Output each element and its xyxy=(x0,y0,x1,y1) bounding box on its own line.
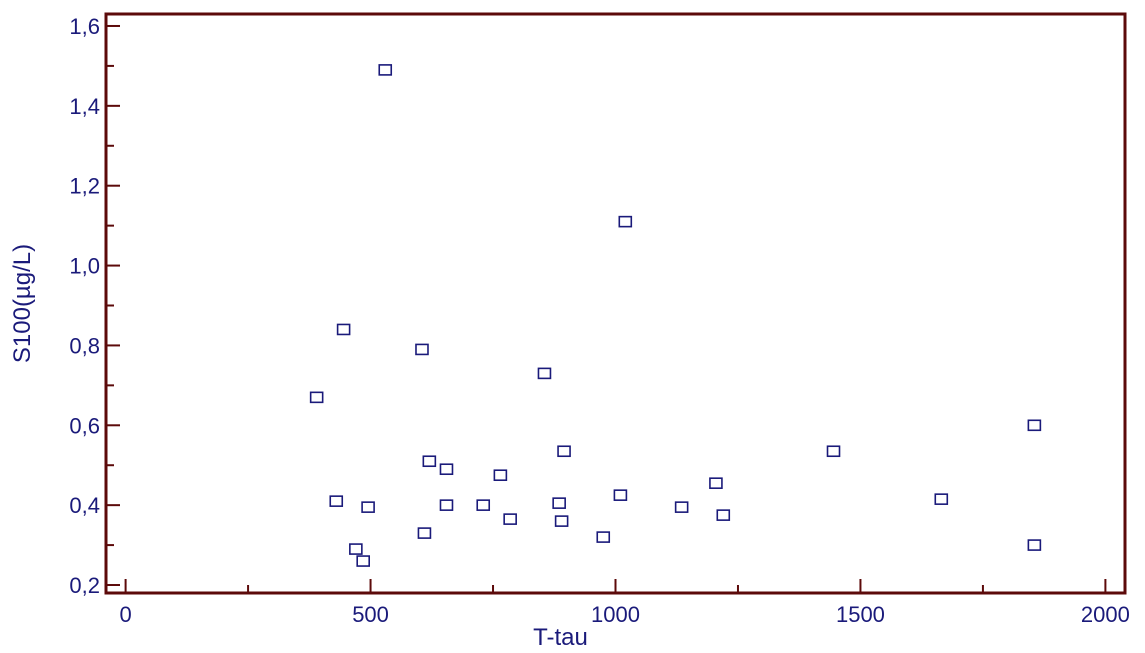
data-point xyxy=(674,501,689,513)
y-tick-label: 1,4 xyxy=(69,94,100,119)
x-axis-ticks: 0 500 1000 1500 2000 xyxy=(119,579,1130,627)
data-point xyxy=(557,445,571,458)
x-tick-label: 2000 xyxy=(1081,602,1130,627)
data-point xyxy=(329,495,344,507)
y-axis-ticks: 0,2 0,4 0,6 0,8 1,0 1,2 1,4 1,6 xyxy=(69,14,120,598)
y-tick-label: 0,2 xyxy=(69,573,100,598)
data-point xyxy=(439,499,454,511)
data-point xyxy=(422,455,437,468)
y-tick-label: 0,6 xyxy=(69,413,100,438)
data-point xyxy=(503,513,517,525)
data-point xyxy=(618,215,633,228)
plot-frame xyxy=(104,12,1127,595)
data-point xyxy=(716,509,731,521)
data-point xyxy=(356,555,370,567)
data-point xyxy=(336,323,351,336)
data-point xyxy=(493,469,508,482)
data-point xyxy=(552,497,566,509)
data-point xyxy=(417,527,432,539)
y-tick-label: 1,6 xyxy=(69,14,100,39)
data-point xyxy=(934,493,949,505)
data-point xyxy=(554,515,569,527)
data-point xyxy=(378,64,393,76)
data-point xyxy=(361,501,375,513)
data-point xyxy=(439,463,454,476)
data-point xyxy=(826,445,841,458)
y-axis-title: S100(µg/L) xyxy=(9,244,36,363)
data-point xyxy=(613,489,628,501)
data-point xyxy=(709,477,723,489)
x-tick-label: 0 xyxy=(119,602,131,627)
x-tick-label: 1500 xyxy=(836,602,885,627)
x-tick-label: 500 xyxy=(352,602,389,627)
y-tick-label: 1,0 xyxy=(69,254,100,279)
data-point xyxy=(309,391,324,404)
data-point xyxy=(349,543,363,555)
data-point xyxy=(537,367,552,380)
data-point xyxy=(415,343,429,356)
data-point xyxy=(1027,539,1042,551)
y-tick-label: 0,4 xyxy=(69,493,100,518)
data-points xyxy=(309,64,1042,567)
x-tick-label: 1000 xyxy=(591,602,640,627)
data-point xyxy=(476,499,491,511)
y-tick-label: 1,2 xyxy=(69,174,100,199)
data-point xyxy=(596,531,611,543)
x-axis-title: T-tau xyxy=(533,624,588,651)
data-point xyxy=(1027,419,1042,432)
y-tick-label: 0,8 xyxy=(69,333,100,358)
